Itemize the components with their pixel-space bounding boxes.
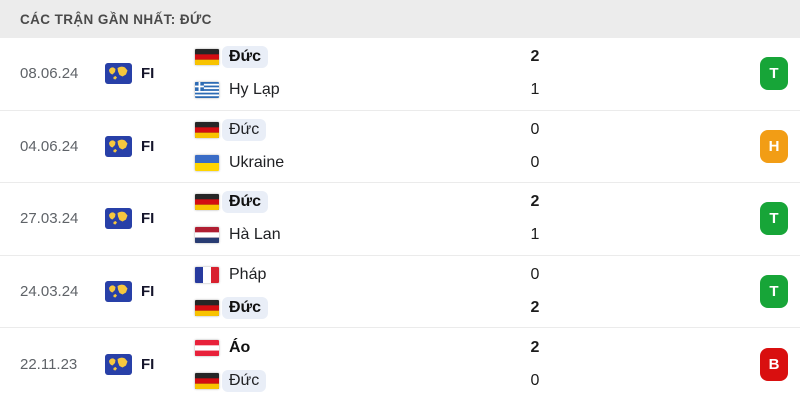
result-badge-draw: H [760, 129, 788, 163]
team-home: Đức [195, 189, 515, 215]
widget-header: CÁC TRẬN GẦN NHẤT: ĐỨC [0, 0, 800, 38]
team-name: Hà Lan [229, 226, 281, 244]
team-away: Hà Lan [195, 222, 515, 248]
team-away: Đức [195, 368, 515, 394]
teams-column: Pháp Đức [195, 262, 515, 321]
team-away: Ukraine [195, 150, 515, 176]
match-row[interactable]: 22.11.23 FI Áo Đức 2 0 B [0, 328, 800, 400]
match-row[interactable]: 08.06.24 FI Đức Hy Lạp 2 1 T [0, 38, 800, 111]
team-home: Áo [195, 335, 515, 361]
match-row[interactable]: 24.03.24 FI Pháp Đức 0 2 T [0, 255, 800, 329]
flag-at-icon [195, 339, 219, 356]
score: 0 [530, 266, 540, 284]
result-badge-win: T [760, 57, 788, 91]
team-home: Đức [195, 117, 515, 143]
score: 0 [530, 153, 540, 171]
team-away: Đức [195, 295, 515, 321]
match-date: 08.06.24 [20, 65, 79, 83]
flag-fr-icon [195, 267, 219, 284]
competition-code: FI [141, 65, 155, 83]
match-date: 24.03.24 [20, 283, 79, 301]
competition-code: FI [141, 210, 155, 228]
flag-ua-icon [195, 154, 219, 171]
match-date: 22.11.23 [20, 355, 78, 373]
teams-column: Đức Hà Lan [195, 189, 515, 248]
competition: FI [105, 208, 195, 230]
team-name: Pháp [229, 266, 267, 284]
match-row[interactable]: 27.03.24 FI Đức Hà Lan 2 1 T [0, 183, 800, 256]
flag-de-icon [195, 49, 219, 66]
competition: FI [105, 63, 195, 85]
world-map-icon [105, 208, 132, 230]
score: 1 [530, 226, 540, 244]
flag-de-icon [195, 121, 219, 138]
widget-title: CÁC TRẬN GẦN NHẤT: ĐỨC [20, 11, 212, 27]
teams-column: Đức Hy Lạp [195, 44, 515, 103]
score: 2 [530, 48, 540, 66]
flag-gr-icon [195, 82, 219, 99]
team-name: Đức [222, 369, 267, 392]
result-badge-loss: B [760, 347, 788, 381]
team-name: Đức [222, 191, 269, 214]
team-name: Đức [222, 46, 269, 69]
match-date: 04.06.24 [20, 137, 79, 155]
flag-nl-icon [195, 227, 219, 244]
competition: FI [105, 135, 195, 157]
team-name: Hy Lạp [229, 81, 280, 99]
competition-code: FI [141, 355, 155, 373]
score: 1 [530, 81, 540, 99]
result-badge-win: T [760, 202, 788, 236]
world-map-icon [105, 135, 132, 157]
team-name: Đức [222, 118, 267, 141]
result-badge-win: T [760, 275, 788, 309]
world-map-icon [105, 281, 132, 303]
teams-column: Áo Đức [195, 335, 515, 394]
score: 0 [530, 120, 540, 138]
match-date: 27.03.24 [20, 210, 79, 228]
world-map-icon [105, 63, 132, 85]
team-home: Pháp [195, 262, 515, 288]
flag-de-icon [195, 300, 219, 317]
team-name: Đức [222, 297, 269, 320]
team-name: Ukraine [229, 153, 285, 171]
flag-de-icon [195, 372, 219, 389]
teams-column: Đức Ukraine [195, 117, 515, 176]
competition: FI [105, 353, 195, 375]
competition-code: FI [141, 137, 155, 155]
team-name: Áo [229, 338, 251, 356]
team-away: Hy Lạp [195, 77, 515, 103]
world-map-icon [105, 353, 132, 375]
competition: FI [105, 281, 195, 303]
score: 0 [530, 371, 540, 389]
competition-code: FI [141, 283, 155, 301]
team-home: Đức [195, 44, 515, 70]
match-list: 08.06.24 FI Đức Hy Lạp 2 1 T 04.06.24 FI Đức Uk… [0, 38, 800, 400]
match-row[interactable]: 04.06.24 FI Đức Ukraine 0 0 H [0, 110, 800, 184]
flag-de-icon [195, 194, 219, 211]
score: 2 [530, 338, 540, 356]
score: 2 [530, 193, 540, 211]
score: 2 [530, 299, 540, 317]
